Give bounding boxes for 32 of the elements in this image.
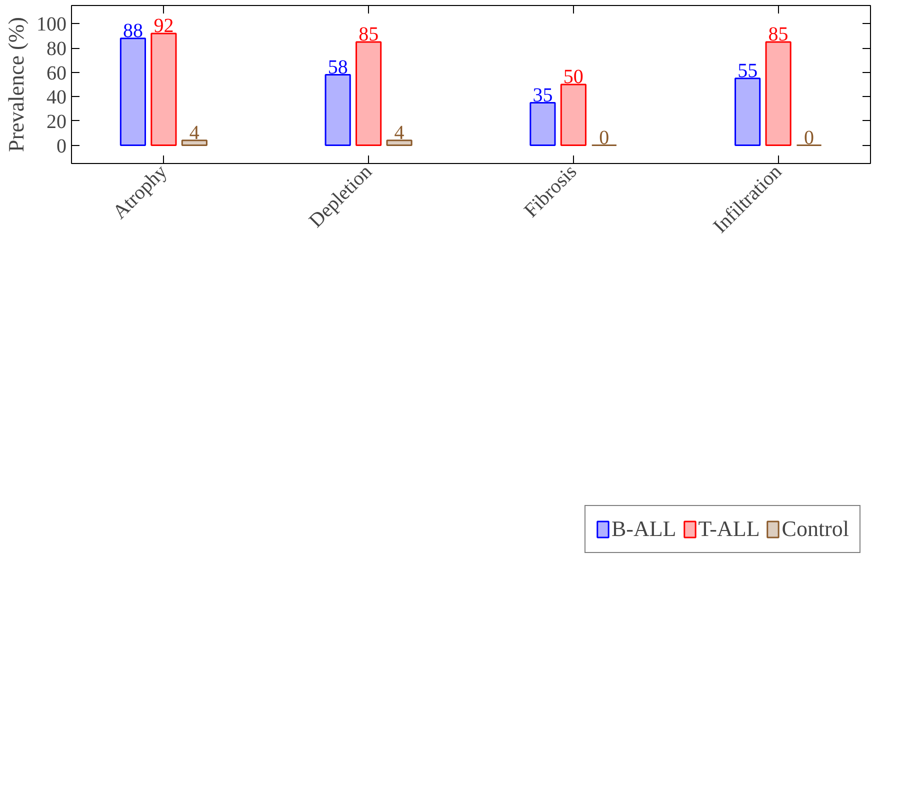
y-tick-label: 60 bbox=[46, 62, 66, 84]
data-label: 35 bbox=[532, 84, 553, 106]
y-tick-label: 0 bbox=[56, 135, 66, 158]
data-label: 0 bbox=[804, 126, 814, 149]
data-label: 0 bbox=[599, 126, 610, 149]
data-label: 4 bbox=[394, 122, 404, 144]
bar bbox=[560, 84, 586, 146]
data-label: 88 bbox=[122, 20, 143, 42]
y-tick-label: 80 bbox=[46, 38, 66, 60]
legend-label: T-ALL bbox=[698, 516, 760, 542]
bar bbox=[734, 78, 761, 146]
data-label: 4 bbox=[189, 122, 200, 144]
data-label: 85 bbox=[768, 24, 788, 46]
data-label: 92 bbox=[154, 14, 174, 37]
bar bbox=[530, 102, 556, 146]
bar bbox=[386, 140, 412, 146]
bar bbox=[324, 74, 351, 146]
legend-label: B-ALL bbox=[611, 516, 676, 542]
bar bbox=[150, 32, 177, 146]
y-tick-label: 100 bbox=[36, 14, 66, 36]
data-label: 58 bbox=[328, 56, 348, 78]
bar bbox=[181, 140, 208, 146]
y-tick-label: 20 bbox=[46, 110, 66, 133]
data-label: 50 bbox=[563, 66, 584, 88]
y-axis-title: Prevalence (%) bbox=[4, 17, 28, 152]
y-tick-label: 40 bbox=[46, 86, 66, 109]
bar bbox=[765, 41, 792, 146]
bar bbox=[120, 38, 146, 146]
data-label: 85 bbox=[358, 24, 379, 46]
bar bbox=[356, 41, 382, 146]
data-label: 55 bbox=[738, 60, 758, 82]
legend-label: Control bbox=[782, 516, 849, 542]
